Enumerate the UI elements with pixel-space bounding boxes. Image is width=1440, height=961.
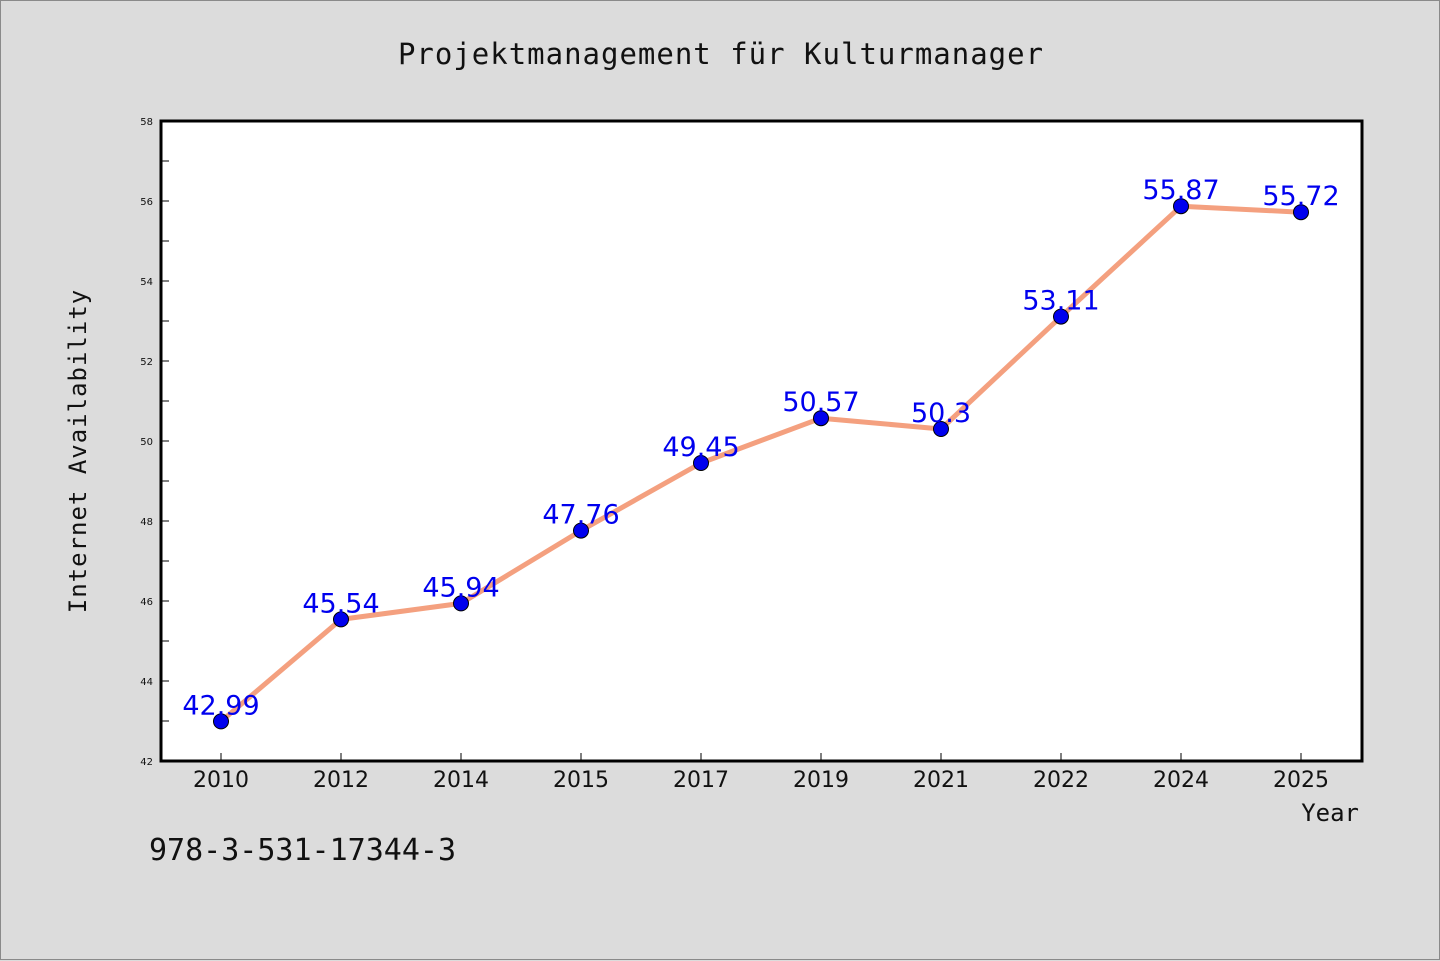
data-point — [453, 595, 469, 612]
data-label: 53.11 — [1022, 286, 1099, 317]
data-point — [1293, 204, 1309, 221]
y-axis-label: Internet Availability — [64, 289, 92, 613]
data-point — [933, 421, 949, 437]
x-tick-label: 2022 — [1033, 768, 1089, 793]
data-point — [573, 522, 589, 539]
series-layer — [213, 198, 1309, 730]
x-tick-label: 2021 — [913, 768, 969, 793]
x-tick-label: 2014 — [433, 768, 489, 793]
data-labels: 42.99 45.54 45.94 47.76 49.45 50.57 50.3 53.11 5… — [182, 175, 1339, 721]
chart-title: Projektmanagement für Kulturmanager — [398, 37, 1044, 71]
x-tick-label: 2010 — [193, 768, 249, 793]
data-point — [333, 611, 349, 628]
y-axis: 42 44 46 48 50 52 54 56 58 — [140, 117, 169, 768]
y-tick-label: 48 — [140, 517, 153, 528]
data-label: 49.45 — [662, 432, 739, 463]
x-tick-label: 2017 — [673, 768, 729, 793]
y-tick-label: 46 — [140, 597, 153, 608]
data-label: 50.3 — [911, 398, 971, 429]
data-label: 45.54 — [302, 588, 379, 619]
x-tick-label: 2012 — [313, 768, 369, 793]
y-tick-label: 50 — [140, 437, 153, 448]
data-label: 55.72 — [1262, 181, 1339, 212]
data-point — [693, 455, 709, 471]
data-label: 45.94 — [422, 572, 499, 603]
isbn-text: 978-3-531-17344-3 — [149, 833, 457, 868]
data-point — [1053, 308, 1069, 325]
y-tick-label: 58 — [140, 117, 153, 128]
y-tick-label: 42 — [140, 757, 153, 768]
x-tick-label: 2024 — [1153, 768, 1209, 793]
data-label: 55.87 — [1142, 175, 1219, 206]
y-tick-label: 54 — [140, 277, 153, 288]
x-axis-label: Year — [1301, 799, 1359, 827]
data-label: 42.99 — [182, 690, 259, 721]
y-tick-label: 52 — [140, 357, 153, 368]
data-label: 50.57 — [782, 387, 859, 418]
x-tick-label: 2019 — [793, 768, 849, 793]
x-tick-label: 2025 — [1273, 768, 1329, 793]
x-axis: 2010 2012 2014 2015 2017 2019 2021 2022 2024 2025 — [193, 753, 1329, 793]
data-point — [213, 713, 229, 730]
y-tick-label: 44 — [140, 677, 153, 688]
x-tick-label: 2015 — [553, 768, 609, 793]
data-label: 47.76 — [542, 500, 619, 531]
data-point — [1173, 198, 1189, 215]
series-line — [218, 203, 1304, 724]
data-point — [813, 410, 829, 427]
y-tick-label: 56 — [140, 197, 153, 208]
